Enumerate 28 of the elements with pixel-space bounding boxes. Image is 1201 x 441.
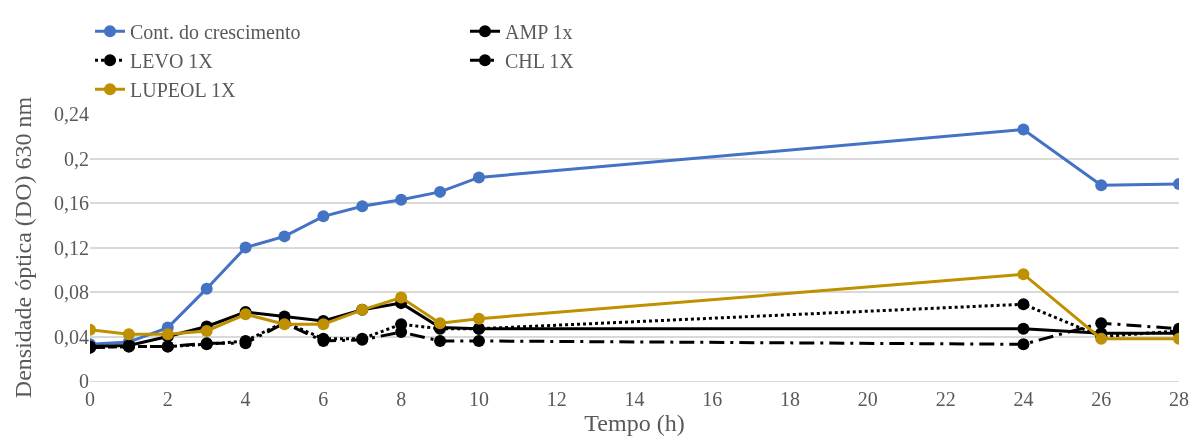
x-tick-label: 6 xyxy=(318,388,329,410)
y-tick-label: 0,16 xyxy=(54,192,89,214)
legend-label: Cont. do crescimento xyxy=(130,20,301,43)
legend-label: LEVO 1X xyxy=(130,49,214,72)
x-tick-label: 18 xyxy=(780,388,801,410)
x-tick-label: 4 xyxy=(240,388,251,410)
x-tick-label: 28 xyxy=(1169,388,1189,410)
legend-label: CHL 1X xyxy=(505,49,575,72)
x-tick-label: 20 xyxy=(857,388,878,410)
y-tick-label: 0,08 xyxy=(54,281,89,303)
x-axis-title: Tempo (h) xyxy=(584,410,685,436)
x-tick-label: 14 xyxy=(624,388,645,410)
y-axis-title: Densidade óptica (DO) 630 nm xyxy=(10,96,37,399)
x-tick-label: 26 xyxy=(1091,388,1112,410)
y-tick-label: 0,12 xyxy=(54,236,89,259)
x-tick-label: 8 xyxy=(396,388,407,410)
legend-label: AMP 1x xyxy=(505,20,573,43)
y-tick-label: 0 xyxy=(79,370,89,392)
x-tick-label: 24 xyxy=(1013,388,1034,410)
legend-label: LUPEOL 1X xyxy=(130,78,236,101)
x-tick-label: 16 xyxy=(702,388,723,410)
x-tick-label: 10 xyxy=(468,388,489,410)
x-tick-label: 22 xyxy=(935,388,956,410)
x-tick-label: 2 xyxy=(162,388,173,410)
x-tick-label: 12 xyxy=(546,388,567,410)
y-tick-label: 0,04 xyxy=(54,325,89,348)
y-tick-label: 0,24 xyxy=(54,103,89,125)
y-tick-label: 0,2 xyxy=(64,147,89,170)
